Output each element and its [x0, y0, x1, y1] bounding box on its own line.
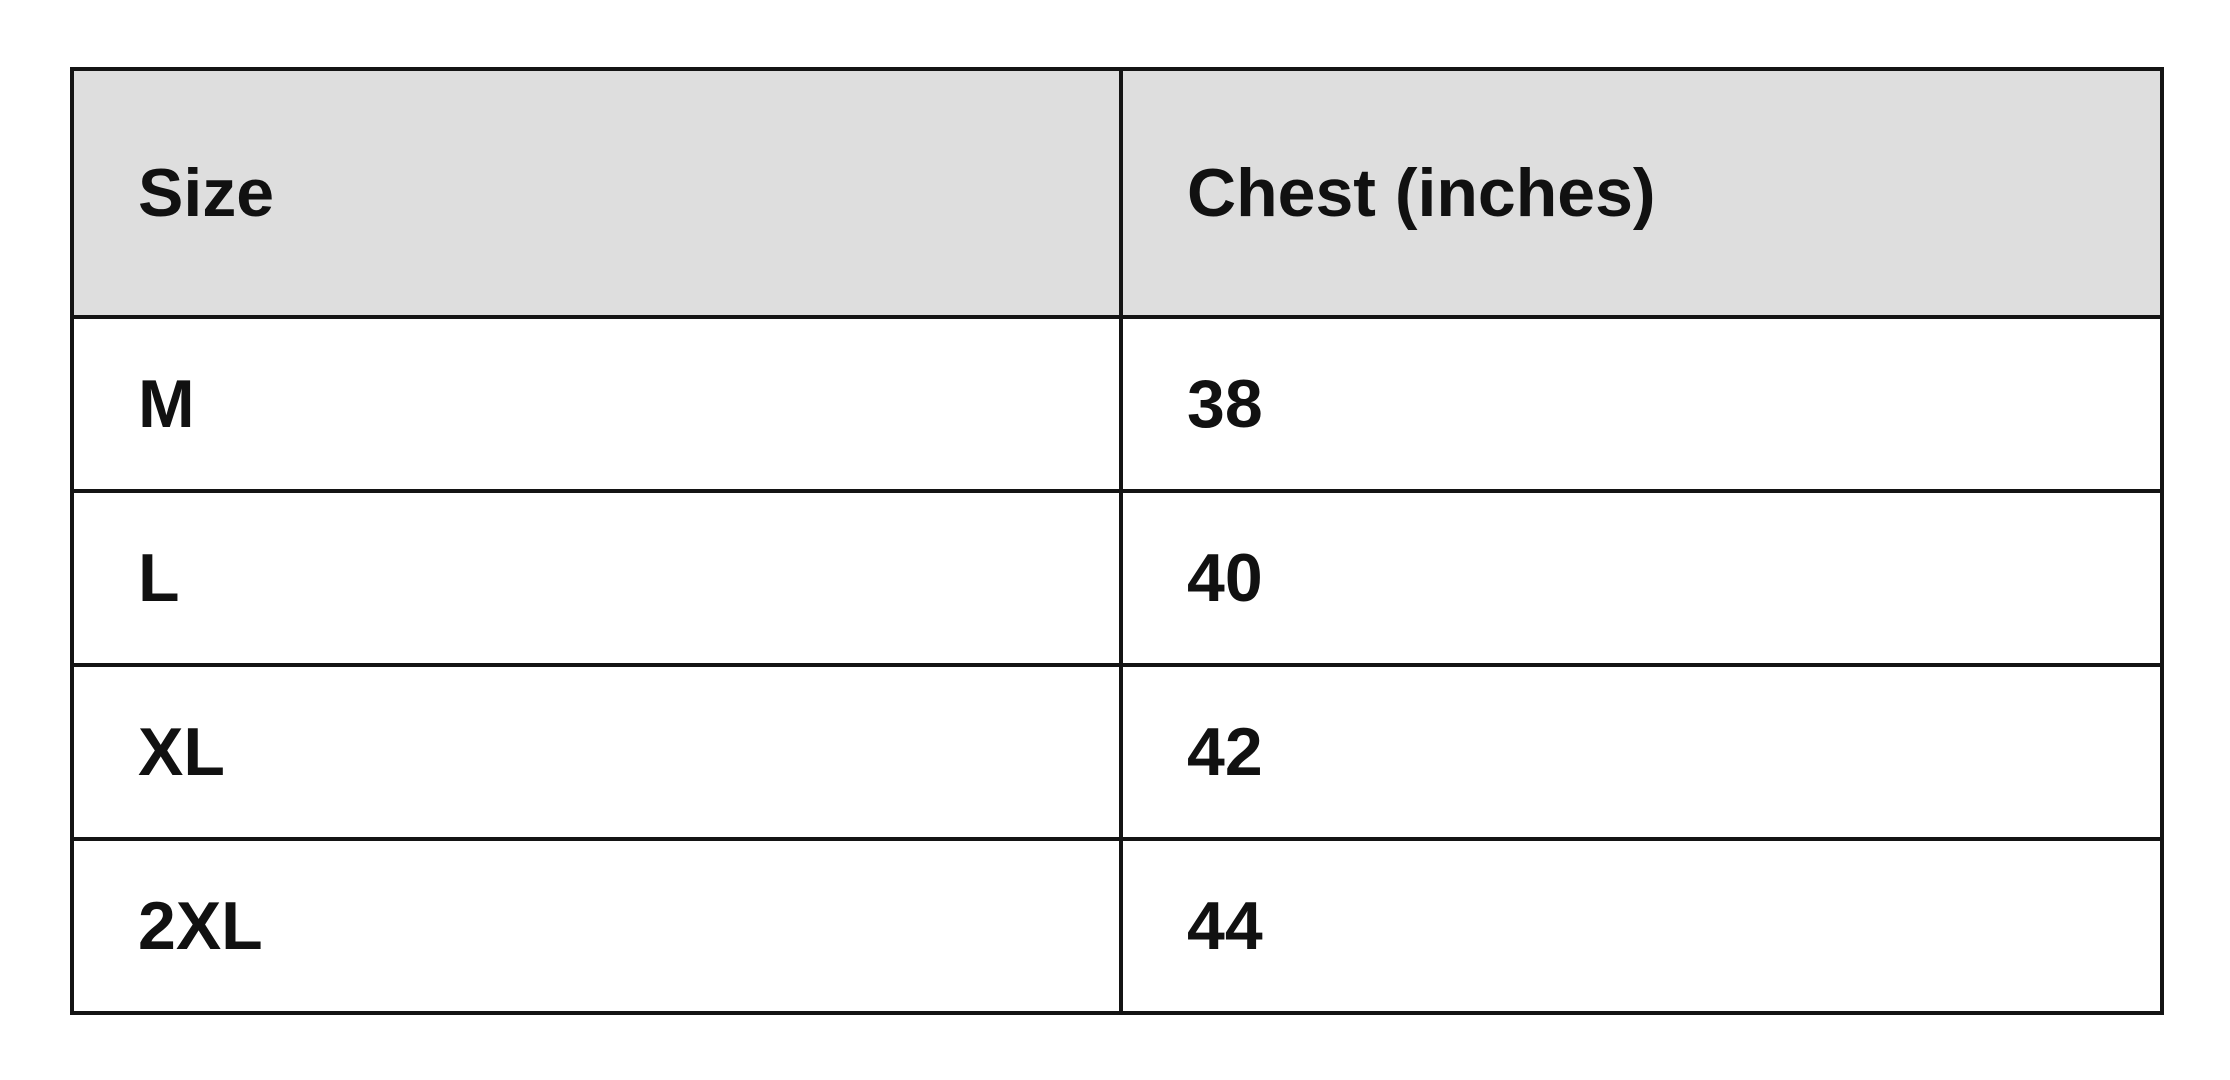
table-header: Size Chest (inches) — [70, 67, 2164, 319]
table-cell: 40 — [1119, 489, 2164, 667]
table-cell: 44 — [1119, 837, 2164, 1015]
table-cell: M — [70, 315, 1123, 493]
table-body: M 38 L 40 XL 42 2XL 44 — [70, 315, 2164, 1015]
table-cell: XL — [70, 663, 1123, 841]
table-cell: L — [70, 489, 1123, 667]
table-row: M 38 — [70, 315, 2164, 493]
header-row: Size Chest (inches) — [70, 67, 2164, 319]
table-row: L 40 — [70, 489, 2164, 667]
header-cell: Chest (inches) — [1119, 67, 2164, 319]
table-cell: 38 — [1119, 315, 2164, 493]
header-cell: Size — [70, 67, 1123, 319]
table-cell: 2XL — [70, 837, 1123, 1015]
size-table: Size Chest (inches) M 38 L 40 XL 42 2XL 44 — [70, 67, 2164, 1015]
table-cell: 42 — [1119, 663, 2164, 841]
table-row: 2XL 44 — [70, 837, 2164, 1015]
table-row: XL 42 — [70, 663, 2164, 841]
